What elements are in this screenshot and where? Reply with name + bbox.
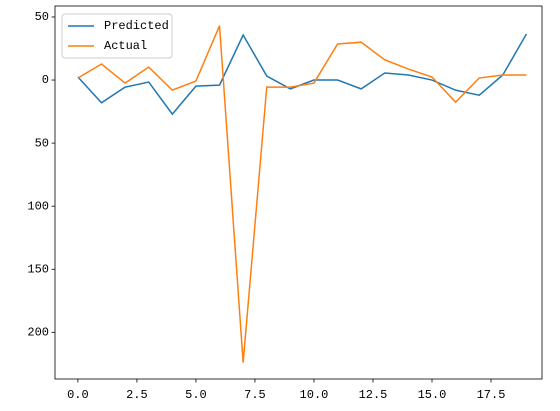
y-tick-label: 50 [35,10,49,24]
y-tick-label: 100 [27,199,49,213]
x-tick-label: 10.0 [300,388,329,402]
x-tick-label: 17.5 [477,388,506,402]
plot-frame [54,5,543,380]
legend-label: Predicted [104,19,169,33]
x-tick-label: 5.0 [185,388,207,402]
y-tick-label: 50 [35,136,49,150]
legend-box [61,13,173,59]
x-tick-label: 7.5 [244,388,266,402]
x-tick-label: 0.0 [67,388,89,402]
series-line [77,25,527,363]
y-tick-label: 0 [42,73,49,87]
y-tick-label: 200 [27,325,49,339]
x-tick-label: 12.5 [359,388,388,402]
y-tick-label: 150 [27,262,49,276]
legend-label: Actual [104,39,147,53]
x-tick-label: 2.5 [126,388,148,402]
x-tick-label: 15.0 [418,388,447,402]
